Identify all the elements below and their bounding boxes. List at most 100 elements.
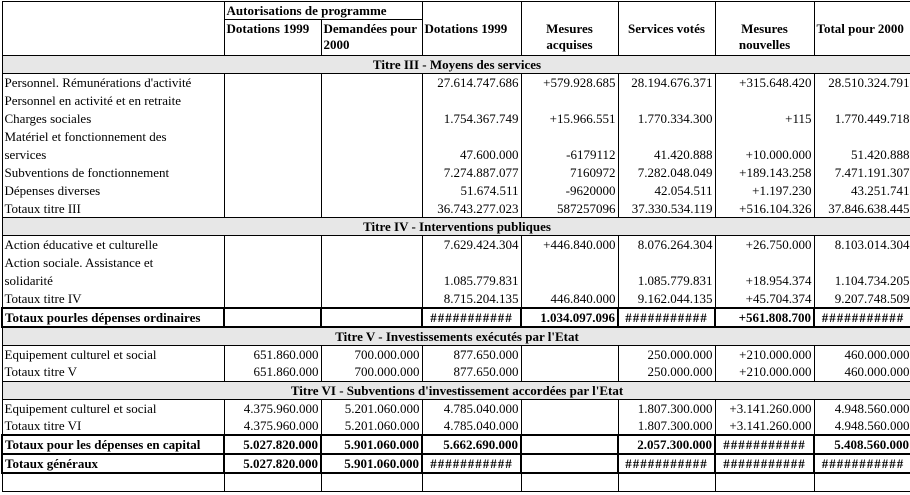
cell-ap-demandees-2000 [320, 145, 423, 164]
cell-mesures-acquises [520, 271, 619, 290]
cell-ap-demandees-2000 [320, 127, 423, 146]
cell-ap-dotations-1999: 4.375.960.000 [223, 417, 322, 435]
cell-ap-dotations-1999 [223, 473, 322, 491]
blank-header-cell [813, 1, 910, 20]
table-row: Totaux titre V 651.860.000 700.000.000 877.… [1, 363, 910, 381]
cell-ap-demandees-2000: 700.000.000 [320, 345, 423, 363]
cell-dotations-1999: 36.743.277.023 [421, 199, 522, 218]
cell-mesures-nouvelles: ########### [714, 453, 815, 474]
table-row [1, 473, 910, 491]
table-row: Personnel en activité et en retraite [1, 91, 910, 110]
cell-total-2000: 9.207.748.509 [813, 289, 910, 308]
cell-services-votes: 42.054.511 [617, 181, 716, 200]
cell-services-votes: 1.807.300.000 [617, 417, 716, 435]
cell-services-votes: 37.330.534.119 [617, 199, 716, 218]
row-label: Totaux titre IV [1, 289, 225, 308]
cell-services-votes: ########### [617, 306, 716, 328]
cell-mesures-acquises [520, 91, 619, 110]
cell-services-votes: 8.076.264.304 [617, 235, 716, 254]
cell-dotations-1999 [421, 253, 522, 272]
row-label: Subventions de fonctionnement [1, 163, 225, 182]
cell-ap-dotations-1999 [223, 306, 322, 328]
cell-mesures-acquises: +15.966.551 [520, 109, 619, 128]
cell-mesures-acquises: 1.034.097.096 [520, 306, 619, 328]
cell-ap-demandees-2000 [320, 199, 423, 218]
cell-mesures-acquises [520, 434, 619, 455]
row-label-header [1, 19, 225, 56]
cell-mesures-acquises [520, 363, 619, 381]
blank-header-cell [421, 1, 522, 20]
table-row: Equipement culturel et social 4.375.960.0… [1, 399, 910, 417]
table-row: Matériel et fonctionnement des [1, 127, 910, 146]
cell-mesures-acquises: -9620000 [520, 181, 619, 200]
blank-header-cell [714, 1, 815, 20]
col-header-mesures-acquises: Mesures acquises [520, 19, 619, 56]
cell-mesures-acquises: -6179112 [520, 145, 619, 164]
cell-dotations-1999: 47.600.000 [421, 145, 522, 164]
cell-mesures-acquises [520, 127, 619, 146]
cell-total-2000 [813, 473, 910, 491]
cell-mesures-nouvelles: +3.141.260.000 [714, 399, 815, 417]
cell-ap-demandees-2000 [320, 306, 423, 328]
cell-ap-demandees-2000 [320, 235, 423, 254]
cell-ap-dotations-1999 [223, 253, 322, 272]
cell-mesures-acquises: +446.840.000 [520, 235, 619, 254]
cell-dotations-1999: 7.629.424.304 [421, 235, 522, 254]
cell-ap-dotations-1999 [223, 271, 322, 290]
row-label: Totaux pourles dépenses ordinaires [1, 306, 225, 328]
cell-total-2000: ########### [813, 306, 910, 328]
row-label: Totaux titre III [1, 199, 225, 218]
cell-ap-demandees-2000: 5.201.060.000 [320, 399, 423, 417]
row-label: Equipement culturel et social [1, 399, 225, 417]
cell-mesures-acquises: 7160972 [520, 163, 619, 182]
cell-services-votes: 41.420.888 [617, 145, 716, 164]
table-row: Totaux pour les dépenses en capital 5.027… [1, 434, 910, 455]
cell-mesures-nouvelles: +26.750.000 [714, 235, 815, 254]
row-label: Action sociale. Assistance et [1, 253, 225, 272]
row-label: Action éducative et culturelle [1, 235, 225, 254]
cell-services-votes: 1.085.779.831 [617, 271, 716, 290]
cell-dotations-1999: 8.715.204.135 [421, 289, 522, 308]
col-header-ap-demandees-2000: Demandées pour 2000 [320, 19, 423, 56]
cell-ap-dotations-1999 [223, 163, 322, 182]
cell-ap-demandees-2000 [320, 91, 423, 110]
cell-total-2000 [813, 127, 910, 146]
table-row: solidarité 1.085.779.831 1.085.779.831 +18.… [1, 271, 910, 290]
cell-mesures-acquises [520, 345, 619, 363]
row-label: Personnel en activité et en retraite [1, 91, 225, 110]
cell-mesures-nouvelles: +1.197.230 [714, 181, 815, 200]
cell-ap-dotations-1999 [223, 235, 322, 254]
cell-mesures-nouvelles [714, 253, 815, 272]
section-title: Titre V - Investissements exécutés par l… [1, 326, 910, 346]
cell-total-2000: 43.251.741 [813, 181, 910, 200]
cell-services-votes: 250.000.000 [617, 345, 716, 363]
cell-services-votes: 1.770.334.300 [617, 109, 716, 128]
cell-ap-dotations-1999: 651.860.000 [223, 363, 322, 381]
cell-mesures-nouvelles: +561.808.700 [714, 306, 815, 328]
cell-total-2000: 5.408.560.000 [813, 434, 910, 455]
cell-ap-dotations-1999 [223, 91, 322, 110]
cell-dotations-1999: 4.785.040.000 [421, 399, 522, 417]
row-label: solidarité [1, 271, 225, 290]
cell-total-2000: 4.948.560.000 [813, 399, 910, 417]
section-header-row: Titre III - Moyens des services [1, 55, 910, 74]
row-label: Equipement culturel et social [1, 345, 225, 363]
row-label: Personnel. Rémunérations d'activité [1, 73, 225, 92]
cell-mesures-acquises [520, 399, 619, 417]
cell-ap-demandees-2000 [320, 163, 423, 182]
col-header-total-2000: Total pour 2000 [813, 19, 910, 56]
cell-ap-demandees-2000 [320, 253, 423, 272]
cell-services-votes: 1.807.300.000 [617, 399, 716, 417]
cell-total-2000: 7.471.191.307 [813, 163, 910, 182]
cell-services-votes: 250.000.000 [617, 363, 716, 381]
section-title: Titre IV - Interventions publiques [1, 217, 910, 236]
table-row: Subventions de fonctionnement 7.274.887.0… [1, 163, 910, 182]
blank-header-cell [520, 1, 619, 20]
cell-total-2000: 460.000.000 [813, 363, 910, 381]
cell-ap-demandees-2000 [320, 473, 423, 491]
table-row: Action sociale. Assistance et [1, 253, 910, 272]
cell-services-votes: 9.162.044.135 [617, 289, 716, 308]
cell-mesures-acquises [520, 417, 619, 435]
cell-dotations-1999: ########### [421, 453, 522, 474]
table-row: Totaux pourles dépenses ordinaires ######… [1, 306, 910, 328]
